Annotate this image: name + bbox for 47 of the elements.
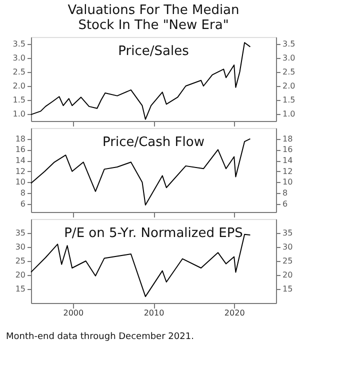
text: Stock In The "New Era" [78,18,229,33]
y2-tick-label: 10 [282,178,293,187]
y-tick-label: 18 [15,134,26,144]
y2-tick-label: 6 [282,199,288,208]
text: Month-end data through December 2021. [6,332,194,342]
y-tick-label: 2.5 [12,68,26,76]
y2-tick-label: 20 [282,270,293,280]
y2-tick-label: 8 [282,188,288,198]
line-series [30,42,251,120]
x-tick-label: 2010 [144,308,164,318]
y2-tick-label: 15 [282,284,293,294]
y-tick-label: 3.0 [12,54,26,62]
x-tick-label: 2000 [63,308,84,318]
y2-tick-label: 1.5 [282,96,296,104]
series-label: Price/Cash Flow [102,135,205,150]
y-tick-label: 12 [15,166,26,176]
y2-tick-label: 2.5 [282,68,296,76]
y-tick-label: 25 [15,256,26,266]
y-tick-label: 15 [15,284,26,294]
y2-tick-label: 18 [282,134,293,144]
y-tick-label: 14 [15,156,26,166]
y-tick-label: 16 [15,145,26,154]
y-tick-label: 30 [15,242,26,252]
y-tick-label: 8 [20,188,26,198]
y-tick-label: 20 [15,270,26,280]
y2-tick-label: 25 [282,256,293,266]
y2-tick-label: 3.5 [282,40,296,48]
series-label: P/E on 5-Yr. Normalized EPS [64,226,243,241]
y-tick-label: 1.5 [12,96,26,104]
y-tick-label: 2.0 [12,82,26,90]
series-label: Price/Sales [118,44,190,59]
y2-tick-label: 3.0 [282,54,296,62]
y-tick-label: 10 [15,178,26,187]
y2-tick-label: 30 [282,242,293,252]
text: Valuations For The Median [68,3,240,18]
y-tick-label: 3.5 [12,40,26,48]
y2-tick-label: 2.0 [282,82,296,90]
y2-tick-label: 16 [282,145,293,154]
y2-tick-label: 1.0 [282,110,296,118]
y2-tick-label: 14 [282,156,293,166]
y-tick-label: 35 [15,228,26,238]
y-tick-label: 1.0 [12,110,26,118]
y2-tick-label: 12 [282,166,293,176]
line-series [30,138,251,206]
y2-tick-label: 35 [282,228,293,238]
y-tick-label: 6 [20,199,26,208]
x-tick-label: 2020 [224,308,245,318]
